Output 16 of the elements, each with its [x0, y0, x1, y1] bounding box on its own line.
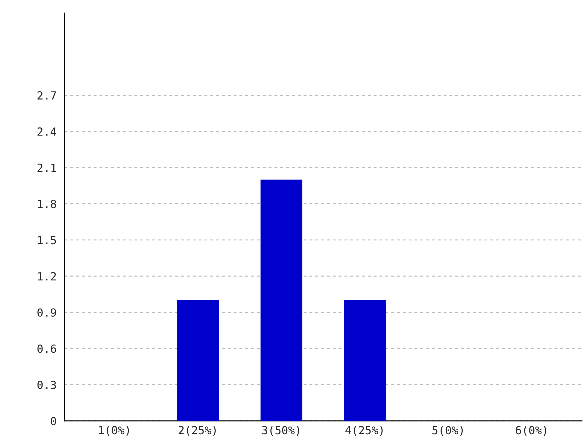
y-tick-label: 2.1: [38, 164, 56, 172]
y-tick-label: 1.8: [38, 200, 56, 208]
y-tick-label: 0.3: [38, 380, 56, 390]
x-tick-label: 5(0%): [432, 426, 463, 436]
y-tick-label: 0.9: [38, 308, 56, 317]
x-tick-label: 6(0%): [516, 426, 546, 436]
y-tick-label: 0: [51, 417, 56, 426]
y-tick-label: 1.5: [38, 236, 56, 245]
y-tick-label: 2.4: [38, 128, 57, 136]
y-tick-label: 0.6: [38, 344, 56, 354]
y-tick-label: 2.7: [38, 91, 56, 100]
x-tick-label: 1(0%): [99, 426, 130, 436]
x-tick-label: 2(25%): [178, 426, 216, 436]
y-tick-label: 1.2: [38, 272, 56, 281]
x-tick-label: 4(25%): [346, 426, 383, 436]
x-tick-label: 3(50%): [262, 426, 300, 436]
